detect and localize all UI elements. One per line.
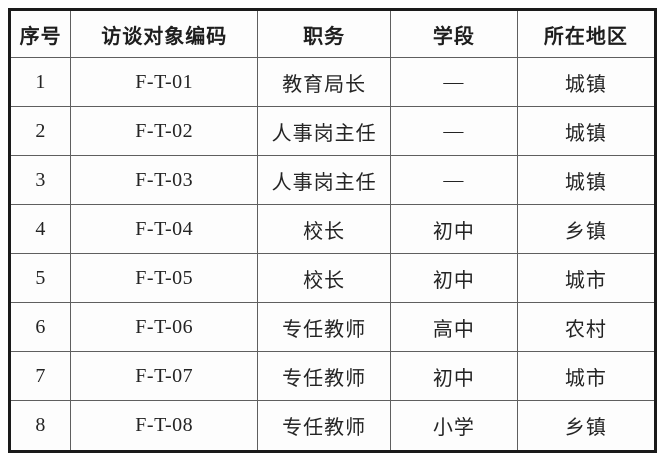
table-cell-position: 专任教师 <box>257 351 392 402</box>
table-cell-position: 人事岗主任 <box>257 106 392 157</box>
table-row: 6 F-T-06 专任教师 高中 农村 <box>8 302 657 353</box>
table-cell-index: 3 <box>8 155 72 206</box>
table-row: 5 F-T-05 校长 初中 城市 <box>8 253 657 304</box>
table-cell-region: 乡镇 <box>516 400 657 452</box>
table-cell-code: F-T-04 <box>70 204 259 255</box>
table-cell-region: 城镇 <box>516 56 657 108</box>
table-cell-position: 校长 <box>257 204 392 255</box>
table-cell-region: 城镇 <box>516 155 657 206</box>
table-cell-index: 4 <box>8 204 72 255</box>
table-row: 1 F-T-01 教育局长 — 城镇 <box>8 56 657 108</box>
table-cell-stage: — <box>390 106 518 157</box>
table-cell-stage: — <box>390 155 518 206</box>
table-cell-code: F-T-01 <box>70 56 259 108</box>
table-cell-stage: 高中 <box>390 302 518 353</box>
table-cell-index: 1 <box>8 56 72 108</box>
table-cell-code: F-T-05 <box>70 253 259 304</box>
table-cell-stage: — <box>390 56 518 108</box>
table-cell-position: 校长 <box>257 253 392 304</box>
table-cell-code: F-T-07 <box>70 351 259 402</box>
table-row: 2 F-T-02 人事岗主任 — 城镇 <box>8 106 657 157</box>
table-row: 4 F-T-04 校长 初中 乡镇 <box>8 204 657 255</box>
table-cell-index: 8 <box>8 400 72 452</box>
table-row: 8 F-T-08 专任教师 小学 乡镇 <box>8 400 657 452</box>
document-table-container: 序号 访谈对象编码 职务 学段 所在地区 1 F-T-01 教育局长 — 城镇 2 F-T-… <box>8 8 657 453</box>
table-cell-index: 5 <box>8 253 72 304</box>
table-cell-code: F-T-03 <box>70 155 259 206</box>
column-header-index: 序号 <box>8 9 72 58</box>
table-body: 1 F-T-01 教育局长 — 城镇 2 F-T-02 人事岗主任 — 城镇 3 F-T-03 人事岗主… <box>8 56 657 452</box>
table-cell-code: F-T-02 <box>70 106 259 157</box>
table-cell-index: 2 <box>8 106 72 157</box>
table-cell-region: 城市 <box>516 253 657 304</box>
table-cell-region: 乡镇 <box>516 204 657 255</box>
table-row: 7 F-T-07 专任教师 初中 城市 <box>8 351 657 402</box>
table-cell-position: 教育局长 <box>257 56 392 108</box>
column-header-region: 所在地区 <box>516 9 657 58</box>
interview-subjects-table: 序号 访谈对象编码 职务 学段 所在地区 1 F-T-01 教育局长 — 城镇 2 F-T-… <box>8 8 657 453</box>
table-cell-position: 专任教师 <box>257 400 392 452</box>
table-cell-stage: 初中 <box>390 204 518 255</box>
table-cell-index: 6 <box>8 302 72 353</box>
table-cell-region: 城市 <box>516 351 657 402</box>
table-cell-code: F-T-06 <box>70 302 259 353</box>
table-cell-stage: 小学 <box>390 400 518 452</box>
column-header-code: 访谈对象编码 <box>70 9 259 58</box>
table-cell-position: 专任教师 <box>257 302 392 353</box>
table-row: 3 F-T-03 人事岗主任 — 城镇 <box>8 155 657 206</box>
table-cell-position: 人事岗主任 <box>257 155 392 206</box>
table-cell-code: F-T-08 <box>70 400 259 452</box>
table-cell-region: 城镇 <box>516 106 657 157</box>
table-header-row: 序号 访谈对象编码 职务 学段 所在地区 <box>8 9 657 58</box>
column-header-stage: 学段 <box>390 9 518 58</box>
table-cell-stage: 初中 <box>390 253 518 304</box>
column-header-position: 职务 <box>257 9 392 58</box>
table-header: 序号 访谈对象编码 职务 学段 所在地区 <box>8 9 657 58</box>
table-cell-stage: 初中 <box>390 351 518 402</box>
table-cell-region: 农村 <box>516 302 657 353</box>
table-cell-index: 7 <box>8 351 72 402</box>
